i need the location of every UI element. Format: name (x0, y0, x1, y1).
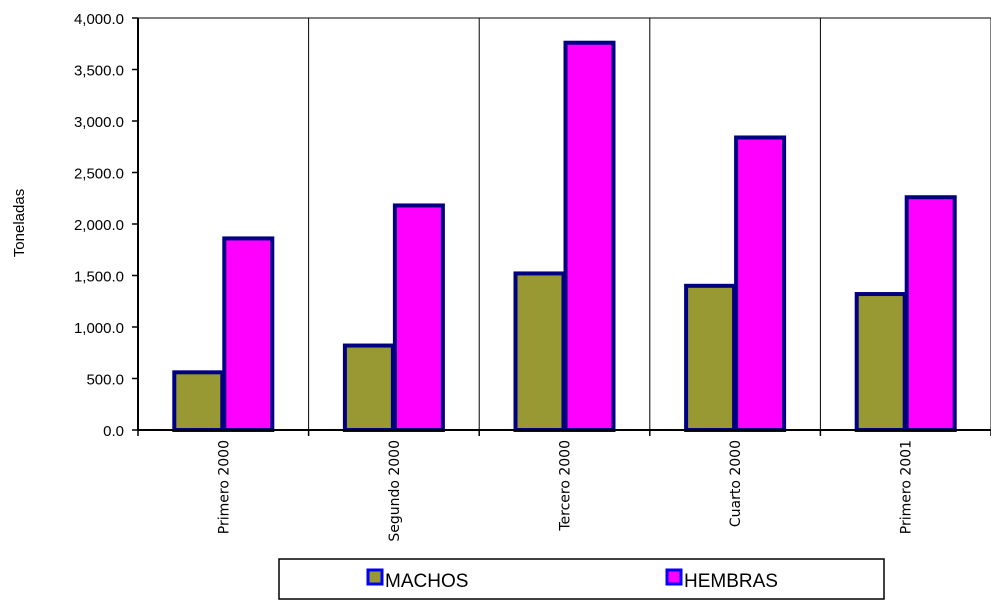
bar-machos (684, 283, 737, 432)
x-tick-label: Cuarto 2000 (728, 440, 744, 527)
y-tick-label: 2,500.0 (74, 166, 124, 183)
y-tick-label: 4,000.0 (74, 11, 124, 28)
x-tick-labels: Primero 2000 Segundo 2000 Tercero 2000 Cuar… (216, 440, 914, 542)
x-tick-label: Primero 2001 (899, 440, 915, 534)
y-tick-label: 1,500.0 (74, 269, 124, 286)
x-tick-label: Tercero 2000 (558, 440, 574, 532)
legend-swatch-hembras (665, 568, 683, 586)
legend: MACHOS HEMBRAS (278, 558, 885, 600)
y-tick-label: 0.0 (103, 423, 124, 440)
bar-hembras (222, 236, 275, 432)
bar-hembras (392, 203, 445, 432)
bar-hembras (904, 195, 957, 432)
y-tick-label: 500.0 (86, 372, 124, 389)
bar-machos (854, 292, 907, 433)
y-tick-label: 1,000.0 (74, 320, 124, 337)
y-tick-label: 3,000.0 (74, 114, 124, 131)
bar-hembras (563, 40, 616, 432)
legend-label-machos: MACHOS (385, 571, 468, 592)
legend-swatch-machos (366, 568, 384, 586)
y-axis-label: Toneladas (11, 189, 28, 257)
grid-lines (138, 17, 991, 430)
bar-machos (172, 370, 225, 433)
y-tick-label: 2,000.0 (74, 217, 124, 234)
legend-label-hembras: HEMBRAS (684, 571, 778, 592)
x-tick-label: Segundo 2000 (387, 440, 403, 542)
y-tick-labels: 0.0 500.0 1,000.0 1,500.0 2,000.0 2,500.0 3,00… (74, 11, 124, 440)
x-tick-label: Primero 2000 (216, 440, 232, 534)
bar-machos (342, 343, 395, 433)
axes (132, 17, 991, 436)
bars (172, 40, 957, 433)
y-tick-label: 3,500.0 (74, 63, 124, 80)
bar-machos (513, 271, 566, 432)
bar-hembras (734, 135, 787, 432)
